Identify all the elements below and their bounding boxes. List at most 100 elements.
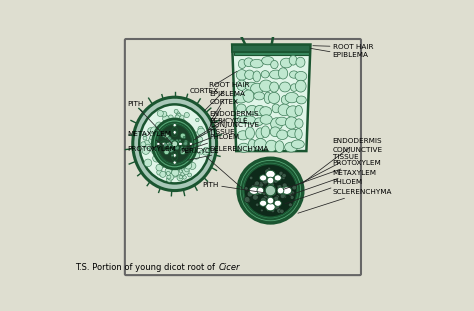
Ellipse shape (278, 68, 288, 79)
Circle shape (272, 187, 276, 192)
Circle shape (184, 140, 188, 143)
Circle shape (163, 114, 167, 119)
Ellipse shape (272, 104, 280, 113)
Circle shape (193, 138, 198, 143)
Circle shape (274, 196, 279, 201)
Ellipse shape (246, 127, 255, 139)
Ellipse shape (167, 142, 171, 146)
Circle shape (166, 166, 174, 173)
Ellipse shape (155, 122, 194, 165)
Circle shape (173, 161, 176, 164)
Circle shape (153, 155, 160, 162)
Circle shape (244, 164, 297, 217)
Ellipse shape (172, 127, 178, 137)
Circle shape (155, 155, 161, 161)
Circle shape (156, 151, 164, 159)
Text: EPIBLEMA: EPIBLEMA (210, 91, 246, 121)
Circle shape (290, 196, 294, 199)
Circle shape (143, 133, 146, 137)
Circle shape (249, 176, 253, 180)
Circle shape (146, 144, 150, 149)
Ellipse shape (172, 151, 178, 161)
Ellipse shape (289, 55, 297, 65)
Circle shape (265, 190, 268, 194)
Circle shape (196, 131, 201, 137)
Ellipse shape (153, 119, 197, 169)
Circle shape (155, 132, 160, 137)
Circle shape (143, 136, 147, 140)
Circle shape (160, 171, 166, 177)
Ellipse shape (295, 72, 307, 81)
Ellipse shape (265, 170, 275, 178)
Circle shape (198, 128, 205, 136)
Circle shape (198, 126, 203, 132)
Circle shape (163, 115, 169, 122)
Circle shape (179, 139, 181, 141)
Circle shape (255, 191, 259, 195)
Circle shape (175, 146, 178, 149)
Ellipse shape (236, 70, 247, 80)
Circle shape (149, 136, 153, 140)
Circle shape (276, 195, 279, 198)
Circle shape (264, 195, 267, 199)
Circle shape (175, 139, 179, 142)
Circle shape (282, 183, 287, 188)
Circle shape (269, 202, 273, 206)
Circle shape (174, 165, 180, 171)
Circle shape (268, 199, 271, 202)
Circle shape (153, 140, 158, 144)
Circle shape (165, 168, 172, 174)
Circle shape (180, 148, 182, 150)
Circle shape (268, 194, 271, 197)
Ellipse shape (245, 82, 258, 91)
Text: CONJUNCTIVE
TISSUE: CONJUNCTIVE TISSUE (185, 122, 260, 147)
Ellipse shape (246, 105, 258, 115)
Circle shape (179, 175, 182, 179)
Circle shape (266, 192, 270, 195)
Circle shape (259, 182, 264, 186)
Ellipse shape (262, 57, 274, 65)
Ellipse shape (250, 59, 263, 68)
Ellipse shape (290, 71, 298, 78)
Circle shape (271, 187, 276, 192)
Ellipse shape (271, 118, 283, 130)
Circle shape (152, 151, 156, 154)
Circle shape (268, 190, 272, 193)
Circle shape (172, 172, 177, 177)
Ellipse shape (281, 95, 290, 104)
Circle shape (264, 181, 267, 185)
Text: METAXYLEM: METAXYLEM (289, 169, 377, 195)
Circle shape (274, 188, 276, 191)
Circle shape (257, 187, 264, 194)
Ellipse shape (292, 140, 304, 149)
Text: CONJUNCTIVE
TISSUE: CONJUNCTIVE TISSUE (296, 147, 383, 186)
Ellipse shape (251, 83, 264, 94)
Ellipse shape (243, 90, 254, 102)
Circle shape (179, 168, 184, 174)
Ellipse shape (260, 115, 273, 124)
Ellipse shape (268, 92, 280, 104)
Circle shape (277, 190, 282, 195)
Circle shape (172, 140, 176, 144)
Circle shape (265, 169, 270, 174)
Circle shape (156, 125, 164, 132)
Ellipse shape (173, 153, 176, 157)
Ellipse shape (295, 80, 306, 92)
Circle shape (144, 159, 152, 167)
Ellipse shape (261, 126, 270, 137)
Ellipse shape (280, 58, 292, 68)
Circle shape (246, 198, 250, 203)
Circle shape (158, 132, 162, 136)
Circle shape (179, 115, 184, 120)
Circle shape (168, 144, 172, 147)
Circle shape (157, 169, 163, 175)
Ellipse shape (285, 117, 298, 129)
Ellipse shape (180, 141, 190, 147)
Circle shape (168, 119, 175, 126)
Circle shape (251, 185, 255, 188)
Ellipse shape (274, 175, 282, 181)
Ellipse shape (260, 80, 273, 92)
Ellipse shape (287, 129, 299, 137)
Circle shape (266, 200, 269, 202)
Ellipse shape (237, 80, 246, 91)
